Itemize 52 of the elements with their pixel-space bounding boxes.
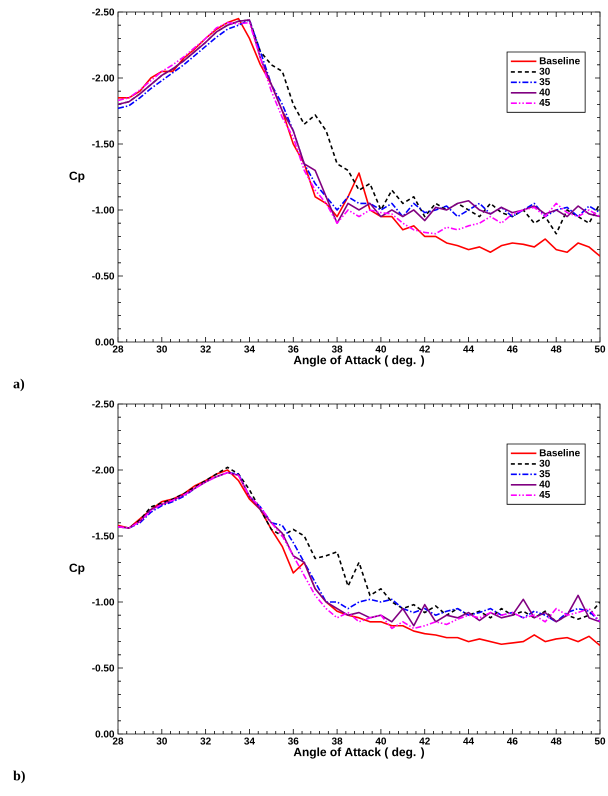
legend-label: 40 (539, 480, 550, 488)
y-tick-label: 0.00 (95, 338, 114, 346)
y-tick-label: -0.50 (92, 664, 114, 672)
legend-label: 35 (539, 78, 550, 86)
x-tick-label: 42 (419, 738, 430, 744)
x-tick-label: 38 (332, 346, 342, 353)
x-axis-title: Angle of Attack ( deg. ) (294, 747, 424, 759)
y-tick-label: -1.50 (92, 140, 114, 148)
legend-label: Baseline (540, 448, 580, 456)
y-tick-label: -1.00 (92, 206, 114, 214)
x-tick-label: 44 (463, 738, 474, 744)
x-tick-label: 50 (594, 738, 606, 745)
y-tick-label: -1.50 (92, 532, 114, 540)
x-tick-label: 46 (506, 738, 518, 745)
x-axis-title: Angle of Attack ( deg. ) (294, 355, 424, 367)
x-tick-label: 36 (288, 346, 298, 353)
legend-label: Baseline (540, 56, 580, 64)
y-axis-title: Cp (69, 172, 84, 182)
legend-label: 30 (539, 460, 550, 467)
x-tick-label: 42 (419, 346, 430, 352)
x-tick-label: 46 (506, 346, 518, 353)
y-tick-label: -2.50 (92, 8, 114, 16)
y-tick-label: -1.00 (92, 598, 114, 606)
y-tick-label: -2.00 (92, 466, 114, 474)
legend-label: 30 (539, 68, 550, 75)
x-tick-label: 44 (463, 346, 474, 352)
legend-label: 40 (539, 88, 550, 96)
x-tick-label: 30 (156, 738, 167, 745)
x-tick-label: 32 (200, 738, 211, 745)
y-tick-label: -2.50 (92, 400, 114, 408)
legend-label: 45 (539, 490, 550, 498)
text: b) (13, 770, 25, 784)
legend-label: 35 (539, 470, 550, 478)
x-tick-label: 38 (332, 738, 342, 745)
legend-label: 45 (539, 98, 550, 106)
x-tick-label: 50 (594, 346, 606, 353)
x-tick-label: 48 (550, 346, 562, 353)
x-tick-label: 34 (244, 346, 255, 353)
x-tick-label: 48 (550, 738, 562, 745)
text: a) (14, 378, 24, 392)
x-tick-label: 28 (112, 346, 124, 353)
y-tick-label: 0.00 (95, 730, 114, 738)
x-tick-label: 32 (200, 346, 211, 353)
x-tick-label: 40 (376, 346, 386, 353)
y-tick-label: -0.50 (92, 272, 114, 280)
x-tick-label: 30 (156, 346, 167, 353)
x-tick-label: 40 (376, 738, 386, 745)
y-tick-label: -2.00 (92, 74, 114, 82)
x-tick-label: 34 (244, 738, 255, 745)
y-axis-title: Cp (69, 564, 84, 574)
x-tick-label: 36 (288, 738, 298, 745)
x-tick-label: 28 (112, 738, 124, 745)
